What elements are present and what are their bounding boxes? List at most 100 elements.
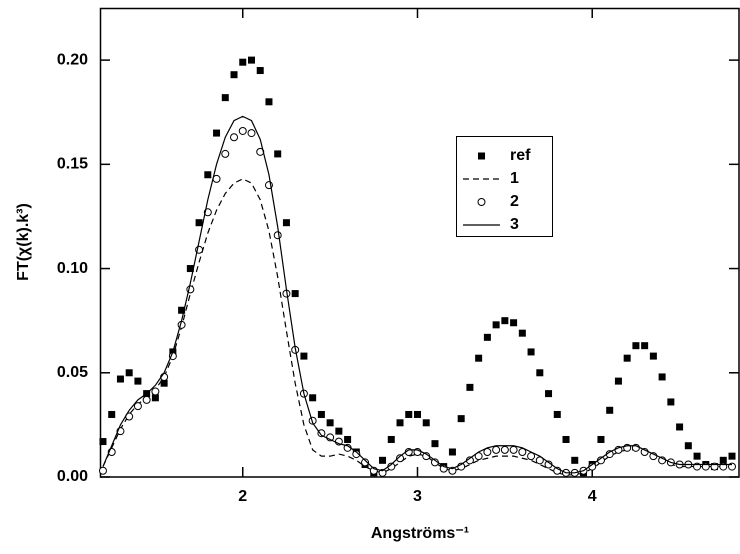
data-point [317,410,325,418]
legend-label: ref [510,147,531,164]
data-point [98,466,107,475]
data-point [676,423,684,431]
y-tick-label: 0.05 [57,364,88,381]
data-point [483,447,492,456]
data-point [134,377,142,385]
data-point [282,219,290,227]
data-point [221,149,230,158]
data-point [597,435,605,443]
data-point [396,419,404,427]
data-point [125,369,133,377]
data-point [99,438,107,446]
data-point [352,450,361,459]
data-point [230,133,239,142]
data-point [239,58,247,66]
legend-label: 1 [510,170,519,187]
data-point [606,406,614,414]
y-axis-label: FT(χ(k).k³) [15,203,32,281]
data-point [387,435,395,443]
data-point [667,398,675,406]
plot-frame [99,7,740,478]
data-point [213,129,221,137]
legend-label: 2 [510,193,519,210]
data-point [344,435,352,443]
series-line [102,115,733,474]
data-point [247,56,255,64]
data-point [133,402,142,411]
y-tick-label: 0.10 [57,260,88,277]
data-point [614,377,622,385]
data-point [273,231,282,240]
data-point [475,354,483,362]
data-point [195,219,203,227]
legend-box [456,136,553,237]
data-point [466,383,474,391]
data-point [693,452,701,460]
data-point [405,410,413,418]
data-point [623,354,631,362]
data-point [641,342,649,350]
data-point [326,419,334,427]
data-point [317,429,326,438]
data-point [221,94,229,102]
data-point [562,435,570,443]
data-point [457,415,465,423]
data-point [684,442,692,450]
data-point [492,321,500,329]
data-point [309,394,317,402]
data-point [448,448,456,456]
data-point [108,410,116,418]
data-point [501,317,509,325]
data-point [204,171,212,179]
legend-marker [477,198,486,206]
data-point [536,369,544,377]
data-point [422,419,430,427]
data-point [378,468,387,477]
y-tick-label: 0.00 [57,468,88,485]
data-point [186,265,194,273]
legend-label: 3 [510,216,519,233]
data-point [256,67,264,75]
data-point [448,466,457,475]
data-point [518,329,526,337]
data-point [361,458,370,467]
data-point [238,126,247,135]
data-point [160,379,168,387]
data-point [291,290,299,298]
data-point [571,456,579,464]
data-point [396,454,405,463]
data-point [178,306,186,314]
data-point [632,342,640,350]
data-point [658,373,666,381]
data-point [509,445,518,454]
data-point [142,395,151,404]
data-point [247,129,256,138]
data-point [719,456,727,464]
data-point [413,410,421,418]
data-point [553,410,561,418]
data-point [527,452,536,461]
data-point [431,440,439,448]
data-point [492,445,501,454]
x-tick-label: 4 [588,488,597,505]
data-point [230,71,238,79]
data-point [649,352,657,360]
data-point [500,445,509,454]
y-tick-label: 0.20 [57,51,88,68]
data-point [483,333,491,341]
y-tick-label: 0.15 [57,156,88,173]
data-point [116,375,124,383]
data-point [151,394,159,402]
data-point [274,150,282,158]
legend-marker [478,152,485,160]
data-point [728,452,736,460]
data-point [379,456,387,464]
data-point [527,348,535,356]
x-axis-label: Angströms⁻¹ [371,525,469,542]
data-point [518,447,527,456]
data-point [265,98,273,106]
data-point [335,427,343,435]
data-point [545,390,553,398]
data-point [300,352,308,360]
